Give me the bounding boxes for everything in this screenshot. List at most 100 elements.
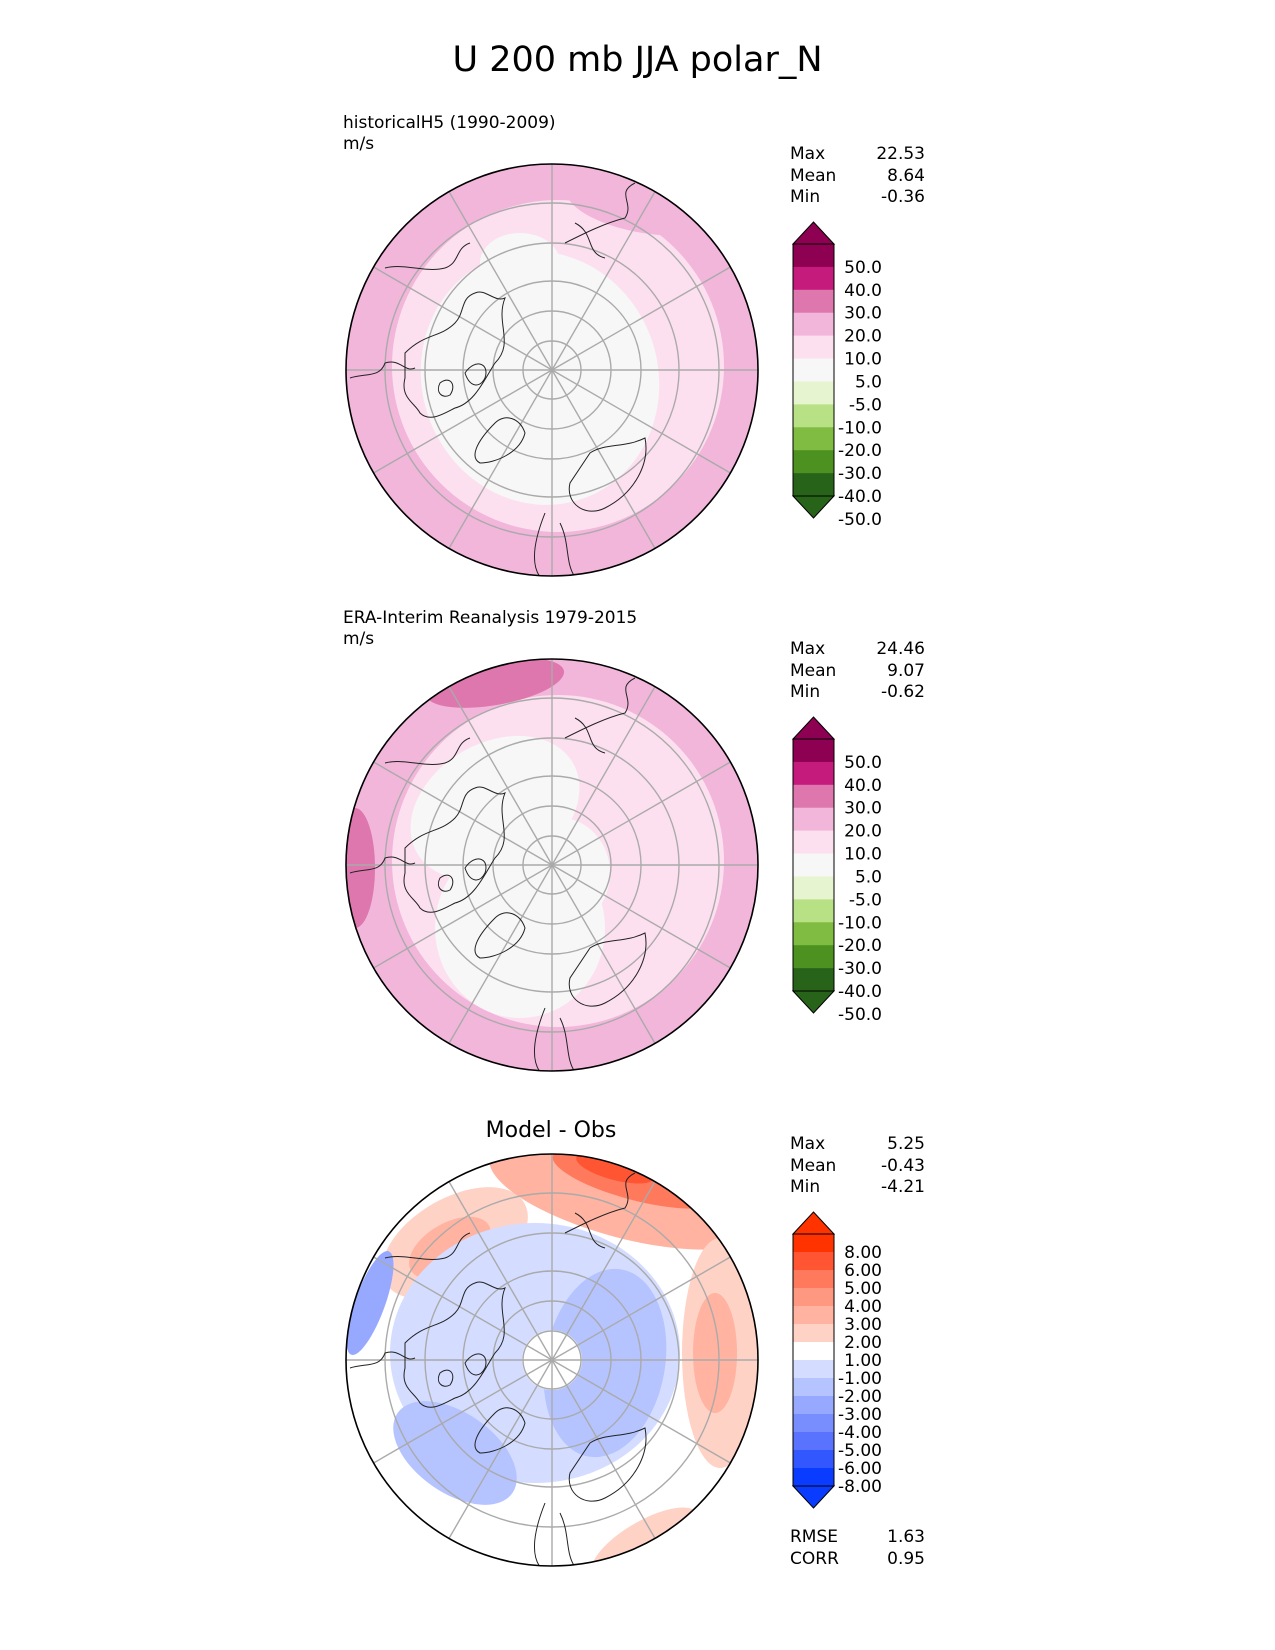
- coastline: [437, 1369, 454, 1387]
- coastline: [534, 1007, 576, 1071]
- panel-2-title: ERA-Interim Reanalysis 1979-2015 m/s: [343, 608, 638, 649]
- colorbar-swatch: [793, 289, 834, 314]
- longitude-gridline: [551, 369, 656, 549]
- colorbar-swatch: [793, 1360, 834, 1379]
- colorbar-tick-label: 5.0: [855, 867, 882, 887]
- colorbar-swatch: [793, 404, 834, 428]
- field-band-positive: [693, 1293, 737, 1413]
- colorbar-swatch: [793, 1378, 834, 1397]
- coastline: [437, 379, 454, 397]
- field-band-5: [480, 233, 560, 293]
- colorbar-swatch: [793, 1468, 834, 1487]
- panel-2-colorbar: 50.0 40.0 30.0 20.0 10.05.0 -5.0 -10.0 -20.0 -30…: [791, 716, 882, 1025]
- colorbar-tick-label: -2.00: [838, 1387, 882, 1407]
- coastline: [464, 363, 487, 386]
- stat-row: Mean 9.07: [790, 661, 925, 683]
- longitude-gridline: [373, 1256, 553, 1361]
- colorbar-frame: [792, 1233, 835, 1487]
- stat-row: Min -0.62: [790, 682, 925, 704]
- longitude-gridline: [551, 369, 731, 474]
- colorbar-tick-label: 50.0: [844, 258, 882, 278]
- longitude-gridline: [448, 369, 553, 549]
- coastline: [534, 512, 576, 576]
- stat-label: Mean: [790, 1155, 837, 1176]
- coastline: [437, 874, 454, 892]
- stat-label: Min: [790, 682, 821, 702]
- stat-label: Min: [790, 1177, 821, 1197]
- colorbar-swatch: [793, 876, 834, 900]
- colorbar-swatch: [793, 784, 834, 809]
- stat-value: -4.21: [881, 1177, 925, 1197]
- stat-value: 0.95: [887, 1548, 925, 1569]
- colorbar-tick-label: -5.00: [838, 1441, 882, 1461]
- colorbar-swatch: [793, 358, 834, 382]
- map-boundary: [345, 163, 759, 577]
- coastline: [474, 912, 526, 959]
- colorbar-swatch: [793, 244, 834, 268]
- colorbar-extend-top: [791, 716, 836, 740]
- colorbar-tick-label: 40.0: [844, 776, 882, 796]
- panel-3-colorbar: 8.006.005.004.003.002.001.00-1.00-2.00-3…: [791, 1211, 882, 1509]
- colorbar-tick-label: 10.0: [844, 845, 882, 865]
- stat-row: Mean 8.64: [790, 166, 925, 188]
- stat-label: CORR: [790, 1548, 839, 1569]
- colorbar-tick-label: 2.00: [844, 1333, 882, 1353]
- colorbar-tick-label: -30.0: [838, 464, 882, 484]
- field-band-negative: [346, 1251, 394, 1355]
- stat-row: Min -0.36: [790, 187, 925, 209]
- longitude-gridline: [448, 686, 553, 866]
- colorbar-swatch: [793, 853, 834, 877]
- colorbar-swatch: [793, 1414, 834, 1433]
- colorbar-swatch: [793, 1450, 834, 1469]
- colorbar-tick-label: 5.0: [855, 372, 882, 392]
- colorbar-swatch: [793, 968, 834, 992]
- colorbar-tick-label: 50.0: [844, 753, 882, 773]
- coastline: [568, 1427, 647, 1502]
- longitude-gridline: [551, 1256, 731, 1361]
- coastline: [384, 242, 471, 270]
- longitude-gridline: [551, 761, 731, 866]
- coastline: [403, 786, 506, 913]
- colorbar-extend-top: [791, 1211, 836, 1235]
- colorbar-swatch: [793, 427, 834, 451]
- coastline: [403, 291, 506, 418]
- longitude-gridline: [448, 864, 553, 1044]
- colorbar-tick-label: -40.0: [838, 982, 882, 1002]
- stat-label: Mean: [790, 660, 837, 681]
- stat-value: 8.64: [887, 165, 925, 186]
- colorbar-swatch: [793, 1252, 834, 1271]
- colorbar-extend-bottom: [791, 990, 836, 1014]
- colorbar-swatch: [793, 1324, 834, 1343]
- longitude-gridline: [448, 1181, 553, 1361]
- longitude-gridline: [448, 1359, 553, 1539]
- longitude-gridline: [373, 1359, 553, 1464]
- coastline: [534, 1502, 576, 1566]
- colorbar-swatch: [793, 1234, 834, 1253]
- colorbar-extend-bottom: [791, 1485, 836, 1509]
- stat-value: 24.46: [876, 639, 925, 659]
- colorbar-tick-label: 1.00: [844, 1351, 882, 1371]
- panel-1-title: historicalH5 (1990-2009) m/s: [343, 113, 556, 154]
- colorbar-swatch: [793, 335, 834, 359]
- coastline: [349, 1351, 416, 1369]
- colorbar-swatch: [793, 450, 834, 474]
- stat-value: -0.43: [881, 1155, 925, 1176]
- colorbar-tick-label: -3.00: [838, 1405, 882, 1425]
- stat-row: Max 24.46: [790, 639, 925, 661]
- panel-3-polar-map: [345, 1153, 759, 1567]
- panel-1-polar-map: [345, 163, 759, 577]
- colorbar-tick-label: 4.00: [844, 1297, 882, 1317]
- longitude-gridline: [373, 266, 553, 371]
- coastline: [349, 856, 416, 874]
- stat-label: Max: [790, 639, 826, 659]
- field-band-negative: [543, 1268, 667, 1458]
- stat-value: 22.53: [876, 144, 925, 164]
- colorbar-swatch: [793, 266, 834, 291]
- coastline: [349, 361, 416, 379]
- stat-row: Mean -0.43: [790, 1156, 925, 1178]
- stat-row: Max 5.25: [790, 1134, 925, 1156]
- field-band-5: [420, 251, 660, 505]
- colorbar-swatch: [793, 381, 834, 405]
- colorbar-tick-label: -30.0: [838, 959, 882, 979]
- coastline: [568, 932, 647, 1007]
